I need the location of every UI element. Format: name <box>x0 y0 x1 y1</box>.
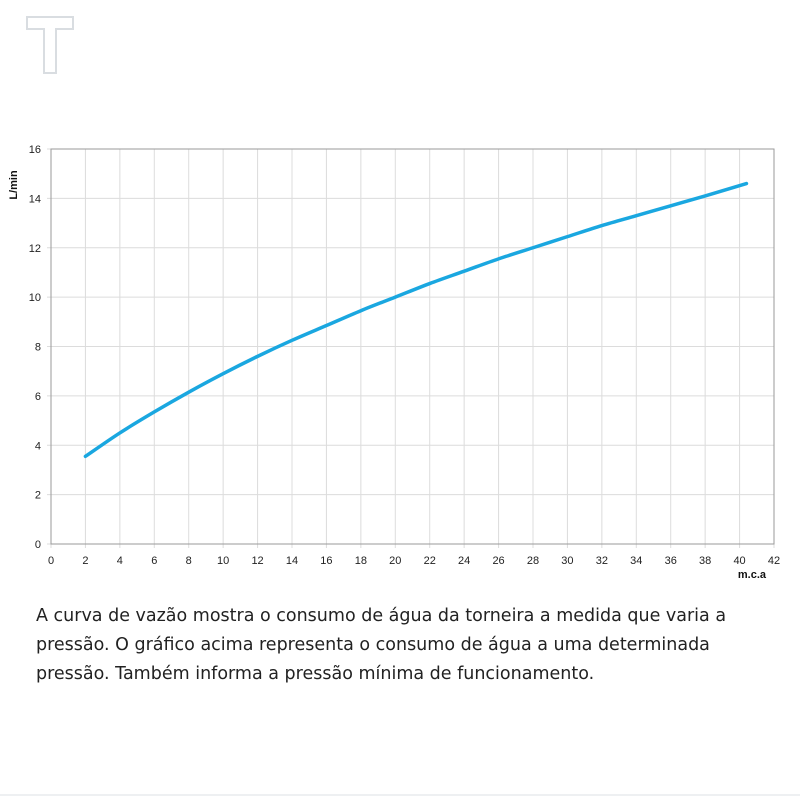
x-tick-label: 18 <box>355 555 367 567</box>
y-tick-label: 4 <box>35 440 41 452</box>
x-tick-label: 26 <box>492 555 504 567</box>
y-tick-label: 14 <box>29 193 41 205</box>
y-tick-label: 2 <box>35 490 41 502</box>
x-tick-label: 12 <box>251 555 263 567</box>
series-line-0 <box>83 181 749 459</box>
y-tick-labels: 0 2 4 6 8 10 12 14 16 <box>29 144 41 551</box>
x-tick-labels: 0 2 4 6 8 10 12 14 16 18 20 22 24 26 28 30 32 34 36 38 40 42 <box>48 555 780 567</box>
series-layer <box>83 181 749 459</box>
x-tick-label: 28 <box>527 555 539 567</box>
plot-frame <box>50 148 775 545</box>
x-tick-label: 30 <box>561 555 573 567</box>
x-tick-label: 8 <box>186 555 192 567</box>
y-tick-label: 16 <box>29 144 41 156</box>
x-tick-label: 2 <box>82 555 88 567</box>
x-tick-label: 14 <box>286 555 298 567</box>
y-tick-label: 8 <box>35 342 41 354</box>
t-letter-logo-icon <box>26 16 74 74</box>
x-tick-label: 6 <box>151 555 157 567</box>
y-tick-label: 0 <box>35 539 41 551</box>
y-tick-label: 10 <box>29 292 41 304</box>
x-tick-label: 32 <box>596 555 608 567</box>
x-tick-label: 34 <box>630 555 642 567</box>
x-axis-label: m.c.a <box>738 569 767 581</box>
x-tick-label: 22 <box>424 555 436 567</box>
x-tick-label: 38 <box>699 555 711 567</box>
x-tick-label: 40 <box>733 555 745 567</box>
x-tick-label: 42 <box>768 555 780 567</box>
y-tick-label: 6 <box>35 391 41 403</box>
bottom-divider <box>0 794 800 796</box>
chart-caption: A curva de vazão mostra o consumo de águ… <box>36 606 727 684</box>
x-tick-label: 36 <box>665 555 677 567</box>
flow-pressure-chart: 0 2 4 6 8 10 12 14 16 18 20 22 24 26 28 30 32 34 36 38 40 42 … <box>8 144 780 581</box>
x-tick-label: 20 <box>389 555 401 567</box>
y-axis-label: L/min <box>8 170 20 200</box>
x-tick-label: 16 <box>320 555 332 567</box>
x-tick-label: 10 <box>217 555 229 567</box>
x-tick-label: 24 <box>458 555 470 567</box>
y-tick-label: 12 <box>29 243 41 255</box>
x-tick-label: 4 <box>117 555 123 567</box>
x-tick-label: 0 <box>48 555 54 567</box>
